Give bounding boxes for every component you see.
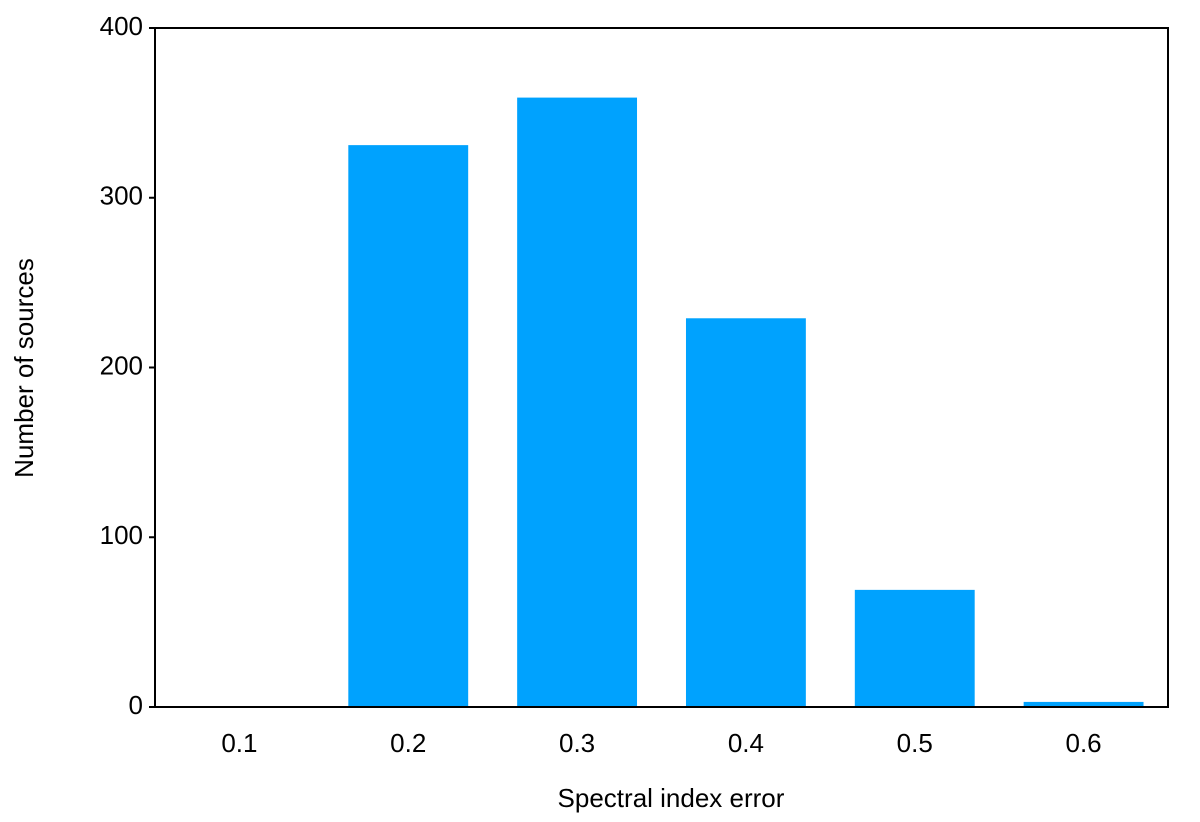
x-tick-label: 0.1 [221,728,257,758]
x-axis-label: Spectral index error [558,783,785,813]
bar [348,145,469,707]
x-tick-label: 0.2 [390,728,426,758]
x-tick-label: 0.4 [728,728,764,758]
y-tick-label: 400 [100,11,143,41]
plot-frame [154,27,1169,708]
bar [1023,701,1144,707]
y-axis-label: Number of sources [9,258,39,478]
bar [854,589,975,707]
bar [517,97,638,707]
y-tick-label: 0 [129,690,143,720]
y-tick-label: 100 [100,520,143,550]
bar [685,318,806,707]
y-tick-label: 300 [100,181,143,211]
x-tick-label: 0.5 [897,728,933,758]
y-tick-label: 200 [100,350,143,380]
x-tick-label: 0.3 [559,728,595,758]
x-tick-label: 0.6 [1066,728,1102,758]
